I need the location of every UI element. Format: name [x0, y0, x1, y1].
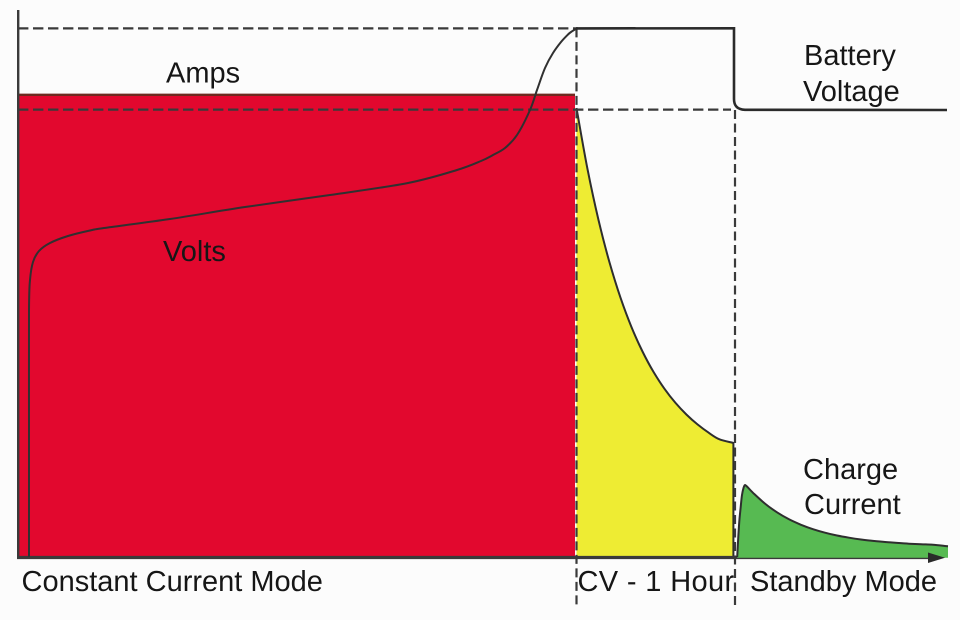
svg-text:Volts: Volts [163, 236, 226, 268]
svg-text:Constant Current Mode: Constant Current Mode [22, 566, 323, 598]
svg-text:Voltage: Voltage [803, 76, 900, 108]
svg-text:Amps: Amps [166, 58, 240, 90]
svg-text:Charge: Charge [803, 454, 898, 486]
svg-text:Current: Current [804, 489, 901, 521]
svg-text:CV - 1 Hour: CV - 1 Hour [578, 566, 735, 598]
svg-text:Standby Mode: Standby Mode [750, 566, 937, 598]
svg-text:Battery: Battery [804, 40, 896, 72]
